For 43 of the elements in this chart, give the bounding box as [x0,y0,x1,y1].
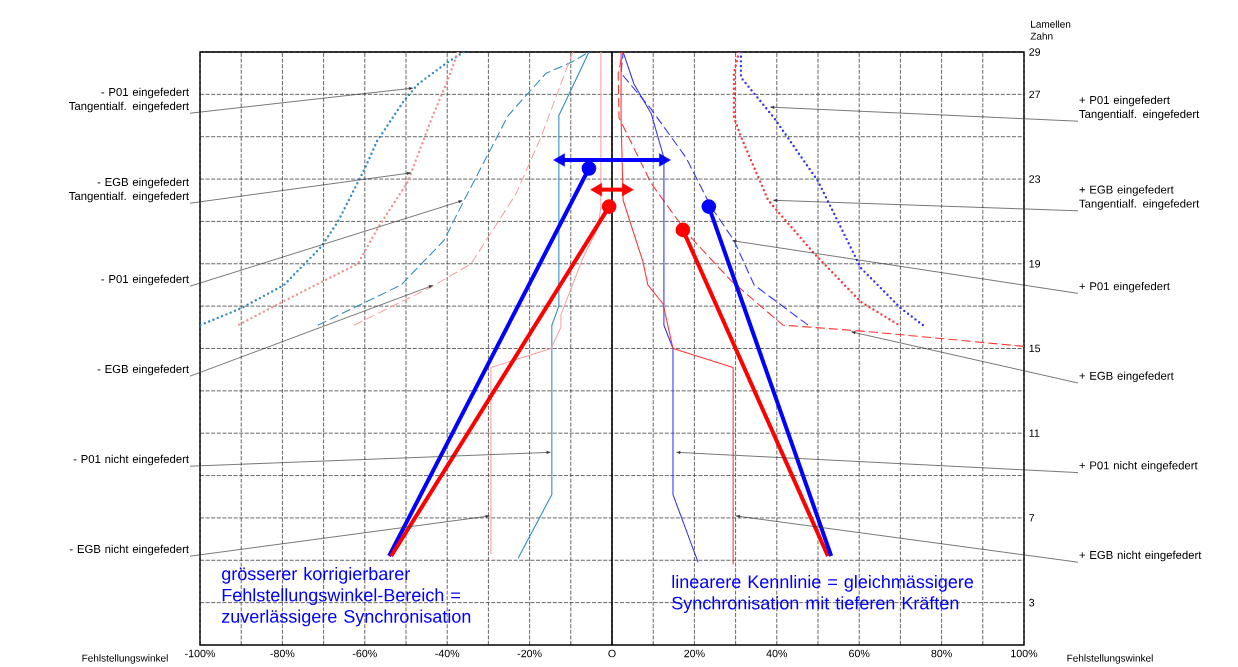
text: Fehlstellungswinkel [1067,654,1153,664]
annotation: grösserer korrigierbarer Fehlstellungswinkel-Bereich = zuverlässigere Synchronisation [222,566,471,627]
y-axis-title: Lamellen Zahn [1030,20,1071,40]
x-tick-label: -80% [270,649,295,658]
x-tick-label: 60% [849,649,870,658]
y-tick-label: 29 [1029,48,1041,56]
annotation: + EGB nicht eingefedert [1079,550,1202,562]
x-tick-label: -20% [517,649,542,658]
x-tick-label: O [608,649,616,658]
point [601,199,617,214]
y-tick-label: 27 [1029,90,1041,99]
annotation: + EGB eingefedert Tangentialf. eingefedert [1079,185,1200,210]
x-tick-label: -40% [435,649,460,658]
y-tick-label: 7 [1029,514,1035,522]
x-tick-label: 80% [931,649,952,658]
x-tick-label: -60% [352,649,377,658]
x-tick-label: 20% [684,649,705,658]
y-tick-label: 23 [1029,175,1041,183]
annotation: - P01 nicht eingefedert [73,454,189,466]
line-series [732,52,901,327]
y-tick-label: 19 [1029,260,1041,268]
point [675,222,691,238]
y-tick-label: 15 [1029,344,1041,353]
y-tick-label: 3 [1029,598,1035,607]
annotation: - P01 eingefedert Tangentialf. eingefedert [68,87,189,113]
annotation: + EGB eingefedert [1079,371,1174,383]
x-axis-title: Fehlstellungswinkel [82,654,168,664]
annotation: - EGB nicht eingefedert [69,544,189,556]
y-tick-label: 11 [1029,429,1040,437]
annotation: - EGB eingefedert Tangentialf. eingefedert [68,177,189,203]
annotation: + P01 eingefedert Tangentialf. eingefedert [1079,95,1200,121]
line-series [739,52,925,327]
point [581,161,597,176]
line-series [236,52,460,327]
x-tick-label: -100% [185,649,216,658]
annotation: + P01 nicht eingefedert [1079,461,1198,472]
annotation: - EGB eingefedert [97,364,189,376]
annotation: + P01 eingefedert [1079,281,1170,293]
annotation: - P01 eingefedert [101,274,189,286]
annotation: linearere Kennlinie = gleichmässigere Synchronisation mit tieferen Kräften [672,574,974,614]
x-tick-label: 40% [766,649,788,658]
x-tick-label: 100% [1011,649,1038,658]
point [701,199,717,214]
